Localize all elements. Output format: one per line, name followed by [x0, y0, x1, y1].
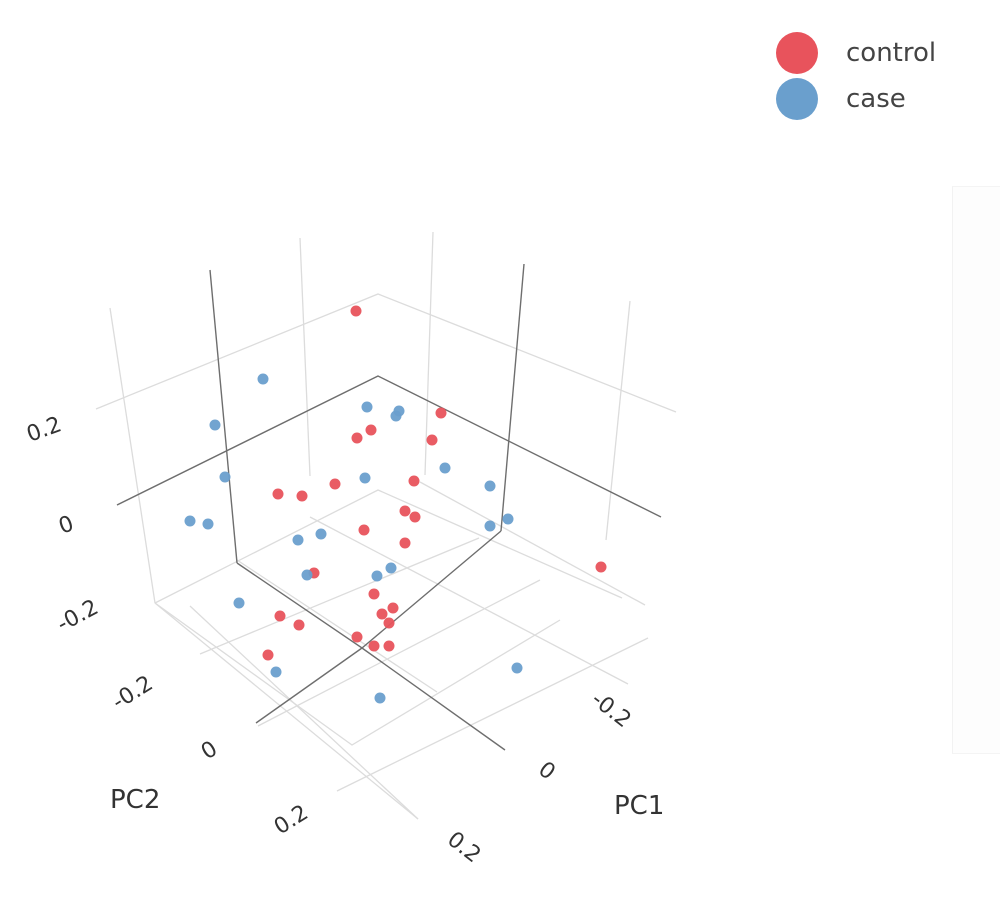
control-data-point[interactable] — [408, 475, 420, 487]
control-data-point[interactable] — [595, 561, 607, 573]
zero-axis-lines — [116, 263, 662, 751]
control-data-point[interactable] — [350, 305, 362, 317]
case-data-point[interactable] — [292, 534, 304, 546]
pc2-axis-label: PC2 — [110, 785, 160, 815]
case-data-point[interactable] — [385, 562, 397, 574]
control-data-point[interactable] — [376, 608, 388, 620]
case-data-point[interactable] — [390, 410, 402, 422]
case-data-point[interactable] — [511, 662, 523, 674]
control-data-point[interactable] — [296, 490, 308, 502]
case-data-point[interactable] — [361, 401, 373, 413]
pc2-tick-0.2: 0.2 — [270, 800, 313, 840]
control-data-point[interactable] — [399, 505, 411, 517]
pc1-tick-0: 0 — [533, 757, 559, 785]
z-tick-0.2: 0.2 — [24, 412, 65, 447]
case-data-point[interactable] — [484, 480, 496, 492]
control-data-point[interactable] — [383, 640, 395, 652]
case-data-point[interactable] — [301, 569, 313, 581]
series-case-points[interactable] — [184, 373, 523, 704]
case-data-point[interactable] — [359, 472, 371, 484]
grid-lines — [95, 231, 677, 820]
control-data-point[interactable] — [426, 434, 438, 446]
control-data-point[interactable] — [383, 617, 395, 629]
pc1-axis-label: PC1 — [614, 791, 664, 821]
legend-item-case[interactable]: case — [776, 76, 936, 122]
control-data-point[interactable] — [351, 631, 363, 643]
control-data-point[interactable] — [272, 488, 284, 500]
case-data-point[interactable] — [439, 462, 451, 474]
control-data-point[interactable] — [351, 432, 363, 444]
case-data-point[interactable] — [233, 597, 245, 609]
control-data-point[interactable] — [329, 478, 341, 490]
case-data-point[interactable] — [202, 518, 214, 530]
case-data-point[interactable] — [209, 419, 221, 431]
z-tick-0: 0 — [56, 511, 78, 539]
pc1-tick-0.2: 0.2 — [442, 827, 485, 868]
control-data-point[interactable] — [274, 610, 286, 622]
z-axis-ticks: 0.2 0 -0.2 — [24, 412, 103, 637]
case-marker-icon — [776, 78, 818, 120]
control-data-point[interactable] — [358, 524, 370, 536]
case-data-point[interactable] — [315, 528, 327, 540]
case-data-point[interactable] — [184, 515, 196, 527]
pc2-axis-ticks: -0.2 0 0.2 PC2 — [108, 671, 313, 840]
case-data-point[interactable] — [502, 513, 514, 525]
control-data-point[interactable] — [435, 407, 447, 419]
z-tick-neg0.2: -0.2 — [53, 595, 103, 637]
control-data-point[interactable] — [409, 511, 421, 523]
control-data-point[interactable] — [368, 640, 380, 652]
legend-item-control[interactable]: control — [776, 30, 936, 76]
control-marker-icon — [776, 32, 818, 74]
pc1-axis-ticks: -0.2 0 0.2 PC1 — [442, 687, 664, 868]
control-data-point[interactable] — [387, 602, 399, 614]
case-data-point[interactable] — [484, 520, 496, 532]
pc1-tick-neg0.2: -0.2 — [586, 687, 635, 733]
pc2-tick-neg0.2: -0.2 — [108, 671, 158, 715]
case-data-point[interactable] — [257, 373, 269, 385]
case-data-point[interactable] — [219, 471, 231, 483]
control-data-point[interactable] — [293, 619, 305, 631]
control-data-point[interactable] — [262, 649, 274, 661]
case-data-point[interactable] — [371, 570, 383, 582]
case-data-point[interactable] — [270, 666, 282, 678]
legend-label-control: control — [846, 38, 937, 68]
legend-label-case: case — [846, 84, 906, 114]
legend: control case — [776, 30, 936, 122]
series-control-points[interactable] — [262, 305, 607, 661]
side-panel — [952, 186, 1000, 754]
control-data-point[interactable] — [399, 537, 411, 549]
control-data-point[interactable] — [368, 588, 380, 600]
case-data-point[interactable] — [374, 692, 386, 704]
control-data-point[interactable] — [365, 424, 377, 436]
pc2-tick-0: 0 — [197, 736, 222, 765]
